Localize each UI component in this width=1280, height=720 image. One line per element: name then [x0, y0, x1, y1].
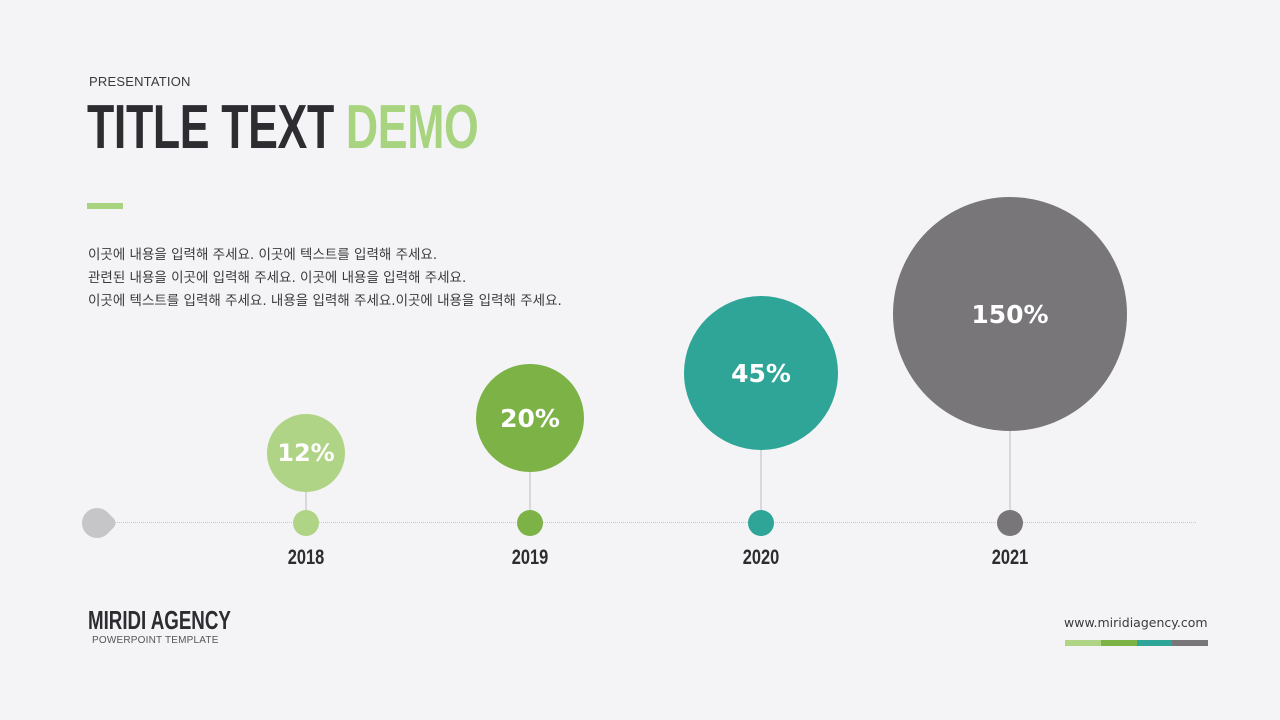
bubble-stem [760, 450, 762, 523]
description-text: 이곳에 내용을 입력해 주세요. 이곳에 텍스트를 입력해 주세요. 관련된 내… [88, 244, 562, 313]
bubble-value-label: 45% [731, 358, 791, 388]
color-strip [1065, 640, 1208, 646]
title-accent-bar [87, 203, 123, 209]
brand-name: MIRIDI AGENCY [88, 605, 231, 635]
bubble-stem [305, 492, 307, 523]
timeline-dot-2021 [997, 510, 1023, 536]
bubble-2019: 20% [476, 364, 584, 472]
title-accent: DEMO [345, 93, 479, 162]
bubble-value-label: 20% [500, 403, 560, 433]
brand-subtitle: POWERPOINT TEMPLATE [92, 635, 219, 646]
color-swatch [1065, 640, 1101, 646]
year-label: 2020 [742, 546, 780, 569]
description-line: 이곳에 텍스트를 입력해 주세요. 내용을 입력해 주세요.이곳에 내용을 입력… [88, 293, 562, 309]
timeline-dot-2020 [748, 510, 774, 536]
year-label: 2019 [511, 546, 549, 569]
color-swatch [1172, 640, 1208, 646]
description-line: 이곳에 내용을 입력해 주세요. 이곳에 텍스트를 입력해 주세요. [88, 247, 438, 263]
bubble-2020: 45% [684, 296, 838, 450]
color-swatch [1136, 640, 1173, 646]
bubble-stem [529, 472, 531, 523]
bubble-2018: 12% [267, 414, 345, 492]
timeline-dot-2018 [293, 510, 319, 536]
year-label: 2021 [991, 546, 1029, 569]
bubble-stem [1009, 431, 1011, 523]
title-main: TITLE TEXT [87, 93, 346, 162]
description-line: 관련된 내용을 이곳에 입력해 주세요. 이곳에 내용을 입력해 주세요. [88, 270, 467, 286]
website-link[interactable]: www.miridiagency.com [1064, 615, 1208, 630]
timeline-line [100, 522, 1196, 523]
timeline-dot-2019 [517, 510, 543, 536]
timeline-start-marker [75, 501, 119, 545]
bubble-2021: 150% [893, 197, 1127, 431]
presentation-kicker: PRESENTATION [89, 74, 191, 89]
year-label: 2018 [287, 546, 325, 569]
color-swatch [1100, 640, 1137, 646]
bubble-value-label: 12% [277, 439, 335, 467]
page-title: TITLE TEXT DEMO [87, 92, 479, 164]
bubble-value-label: 150% [971, 299, 1049, 329]
